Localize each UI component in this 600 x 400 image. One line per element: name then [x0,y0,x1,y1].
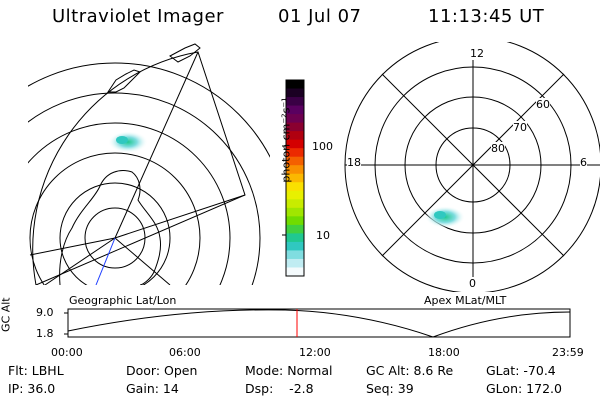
colorbar-band [286,97,304,107]
lat-circle [28,62,270,158]
right-panel-caption: Apex MLat/MLT [424,294,507,307]
lat-circle [59,182,171,285]
date-label: 01 Jul 07 [278,6,362,27]
colorbar-band [286,165,304,175]
mlt-label-6: 6 [580,156,587,169]
colorbar-band [286,148,304,158]
colorbar-band [286,250,304,260]
altitude-plot [64,308,571,338]
altitude-xtick: 06:00 [169,346,201,359]
altitude-ylabel: GC Alt [0,297,13,332]
left-panel-caption: Geographic Lat/Lon [69,294,177,307]
aurora-core [116,136,128,144]
colorbar-tick-100: 100 [312,140,333,153]
instrument-title: Ultraviolet Imager [52,6,224,27]
new-zealand-outline [107,43,201,93]
lon-line [29,237,116,256]
colorbar-band [286,199,304,209]
gain-readout: Gain: 14 [126,381,179,396]
lat-circle [29,152,201,285]
seq-readout: Seq: 39 [366,381,414,396]
gc-alt-readout: GC Alt: 8.6 Re [366,363,454,378]
antarctica-coast [59,170,161,285]
colorbar-band [286,156,304,166]
altitude-xtick: 18:00 [428,346,460,359]
colorbar-band [286,207,304,217]
mlt-line-diag [381,73,565,257]
colorbar-tick-10: 10 [316,229,330,242]
mlat-label-60: 60 [536,98,550,111]
colorbar-band [286,173,304,183]
lon-line [114,237,171,285]
filter-readout: Flt: LBHL [8,363,64,378]
colorbar [282,79,305,277]
map-boundary [32,51,246,285]
ip-readout: IP: 36.0 [8,381,56,396]
mlt-label-0: 0 [469,277,476,290]
mlt-label-18: 18 [347,156,361,169]
glat-readout: GLat: -70.4 [486,363,556,378]
time-label: 11:13:45 UT [428,6,545,27]
colorbar-band [286,216,304,226]
mlat-label-70: 70 [513,121,527,134]
dsp-readout: Dsp: -2.8 [245,381,314,396]
altitude-ytick-9: 9.0 [36,306,54,319]
colorbar-band [286,139,304,149]
altitude-ytick-1-8: 1.8 [36,327,54,340]
colorbar-band [286,105,304,115]
lon-line [114,51,199,239]
altitude-plot-frame [67,308,571,338]
colorbar-band [286,233,304,243]
colorbar-band [286,182,304,192]
mlat-label-80: 80 [491,142,505,155]
lat-circle [28,122,231,285]
lat-circle [28,92,261,285]
colorbar-band [286,80,304,90]
colorbar-band [286,241,304,251]
altitude-xtick: 12:00 [299,346,331,359]
aurora-core [434,211,446,219]
lon-line [44,237,116,285]
glon-readout: GLon: 172.0 [486,381,562,396]
door-readout: Door: Open [126,363,198,378]
terminator-line [95,237,116,285]
colorbar-band [286,190,304,200]
colorbar-band [286,122,304,132]
colorbar-band [286,258,304,268]
lon-line [114,194,246,239]
aurora-emission [108,131,148,153]
geographic-map [28,43,270,285]
colorbar-band [286,131,304,141]
altitude-xtick: 00:00 [51,346,83,359]
mode-readout: Mode: Normal [245,363,333,378]
altitude-curve [67,309,571,338]
mlt-label-12: 12 [470,47,484,60]
colorbar-unit-label: photon cm⁻²s⁻¹ [279,97,293,183]
colorbar-band [286,267,304,277]
colorbar-band [286,224,304,234]
colorbar-band [286,88,304,98]
altitude-xtick: 23:59 [552,346,584,359]
colorbar-band [286,114,304,124]
polar-plot [344,42,600,292]
